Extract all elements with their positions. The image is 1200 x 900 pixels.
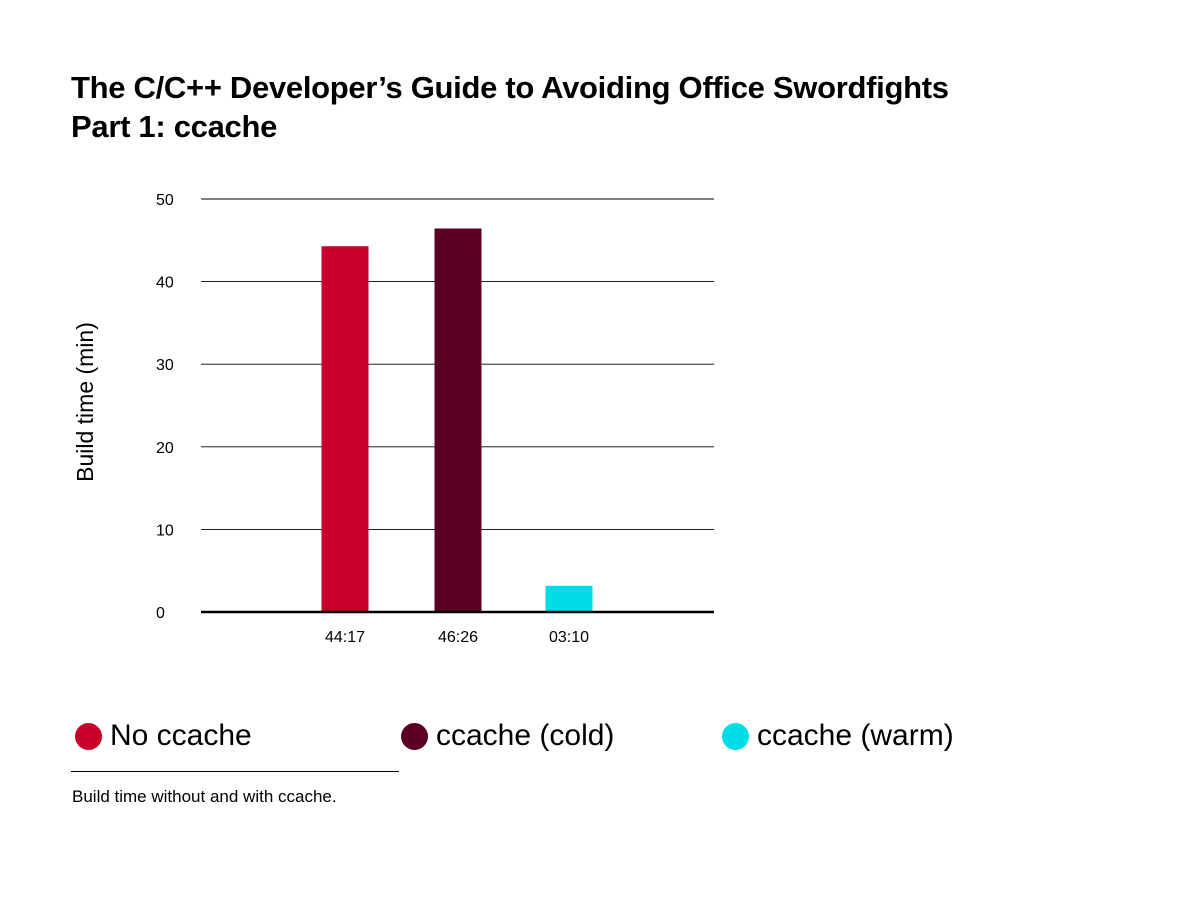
figure-caption: Build time without and with ccache. (72, 787, 337, 806)
y-tick-label-10: 10 (156, 522, 174, 539)
legend-label-ccache-cold: ccache (cold) (436, 719, 615, 752)
bar-data-label-0: 44:17 (325, 629, 365, 646)
y-tick-label-0: 0 (156, 605, 165, 622)
y-axis-ticks: 0 10 20 30 40 50 (156, 192, 174, 622)
y-tick-label-40: 40 (156, 275, 174, 292)
bar-ccache-warm (545, 585, 593, 612)
chart-title-line-2: Part 1: ccache (71, 109, 278, 144)
y-tick-label-20: 20 (156, 440, 174, 457)
bar-data-label-2: 03:10 (549, 629, 589, 646)
legend-label-ccache-warm: ccache (warm) (757, 719, 954, 752)
chart-title: The C/C++ Developer’s Guide to Avoiding … (71, 68, 949, 146)
y-tick-label-30: 30 (156, 357, 174, 374)
caption-divider (71, 771, 399, 772)
bar-data-label-1: 46:26 (438, 629, 478, 646)
bar-ccache-cold (434, 228, 482, 612)
bars (321, 228, 593, 612)
legend-swatch-no-ccache (75, 722, 102, 750)
bar-chart: 0 10 20 30 40 50 44:17 46:26 03:10 Build time (… (72, 192, 714, 646)
y-tick-label-50: 50 (156, 192, 174, 209)
legend-label-no-ccache: No ccache (110, 719, 252, 752)
chart-title-line-1: The C/C++ Developer’s Guide to Avoiding … (71, 70, 949, 105)
legend-swatch-ccache-warm (722, 722, 749, 750)
bar-no-ccache (321, 246, 369, 612)
legend-item-ccache-cold: ccache (cold) (401, 718, 614, 754)
legend-swatch-ccache-cold (401, 722, 428, 750)
legend-item-ccache-warm: ccache (warm) (722, 718, 954, 754)
bar-data-labels: 44:17 46:26 03:10 (325, 629, 589, 646)
legend-item-no-ccache: No ccache (75, 718, 252, 754)
y-axis-label: Build time (min) (72, 322, 98, 482)
